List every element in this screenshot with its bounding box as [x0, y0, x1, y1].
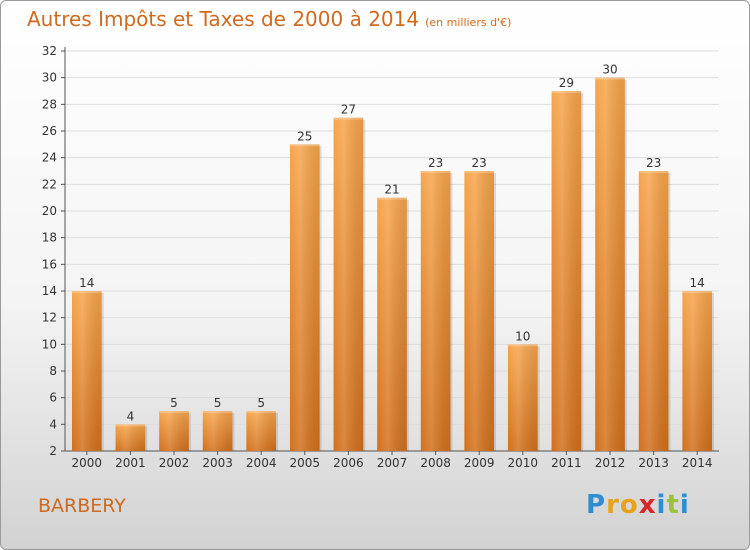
value-label: 4 [127, 409, 135, 423]
x-tick-label: 2005 [290, 456, 321, 470]
bar-top-highlight [682, 291, 713, 293]
value-label: 5 [170, 396, 178, 410]
value-label: 23 [472, 156, 487, 170]
bar-shine [638, 171, 669, 451]
y-tick-label: 2 [49, 444, 57, 458]
bar-shine [115, 424, 146, 451]
y-tick-label: 12 [42, 311, 57, 325]
bar-shine [246, 411, 277, 451]
bar-shine [464, 171, 495, 451]
x-tick-label: 2010 [508, 456, 539, 470]
logo-letter: o [619, 490, 639, 520]
y-tick-label: 8 [49, 364, 57, 378]
bar-shine [377, 197, 407, 451]
bar-top-highlight [115, 424, 146, 427]
place-name: BARBERY [38, 495, 126, 517]
logo-letter: P [586, 490, 607, 520]
bar-shine [420, 171, 451, 451]
bar-top-highlight [420, 171, 451, 173]
x-tick-label: 2000 [72, 456, 103, 470]
y-tick-label: 28 [42, 97, 57, 111]
value-label: 14 [79, 276, 94, 290]
logo-letter: r [606, 490, 620, 520]
y-tick-label: 6 [49, 391, 57, 405]
x-tick-label: 2007 [377, 456, 408, 470]
y-tick-label: 14 [42, 284, 57, 298]
bar-shine [71, 291, 102, 451]
value-label: 30 [602, 63, 617, 77]
bar-top-highlight [638, 171, 669, 173]
logo-letter: x [638, 490, 657, 520]
y-tick-label: 26 [42, 124, 57, 138]
bar-shine [159, 411, 189, 451]
value-label: 29 [559, 76, 574, 90]
x-tick-label: 2003 [202, 456, 233, 470]
x-tick-label: 2011 [551, 456, 582, 470]
value-label: 14 [690, 276, 705, 290]
bar-top-highlight [377, 197, 407, 200]
value-label: 23 [646, 156, 661, 170]
y-tick-label: 22 [42, 177, 57, 191]
x-tick-label: 2012 [595, 456, 626, 470]
label-layer: 14 2000 4 2001 5 2002 5 2003 5 2004 25 2005 27 2006 21… [72, 63, 713, 470]
bar-top-highlight [289, 144, 320, 147]
y-tick-label: 18 [42, 231, 57, 245]
y-tick-label: 32 [42, 44, 57, 58]
y-tick-label: 10 [42, 337, 57, 351]
x-tick-label: 2002 [159, 456, 190, 470]
bar-top-highlight [159, 411, 189, 413]
y-tick-label: 30 [42, 71, 57, 85]
bar-top-highlight [551, 91, 582, 93]
bar-shine [551, 91, 582, 451]
bar-top-highlight [333, 117, 364, 120]
logo-letter: t [666, 490, 680, 520]
chart-title: Autres Impôts et Taxes de 2000 à 2014 (en… [27, 7, 511, 31]
proxiti-logo: Proxiti [586, 490, 690, 520]
value-label: 27 [341, 103, 356, 117]
bar-top-highlight [202, 411, 233, 413]
logo-letter: i [656, 490, 667, 520]
bar-shine [333, 117, 364, 452]
value-label: 5 [214, 396, 222, 410]
bar-top-highlight [507, 344, 538, 347]
x-tick-label: 2013 [638, 456, 669, 470]
x-tick-label: 2009 [464, 456, 495, 470]
bar-shine [202, 411, 233, 451]
x-tick-label: 2006 [333, 456, 364, 470]
bar-top-highlight [71, 291, 102, 293]
x-tick-label: 2001 [115, 456, 146, 470]
value-label: 5 [257, 396, 265, 410]
bar-shine [507, 344, 538, 451]
x-tick-label: 2004 [246, 456, 277, 470]
bar-shine [595, 77, 625, 452]
y-tick-label: 24 [42, 151, 57, 165]
chart-subtitle: (en milliers d'€) [425, 16, 512, 29]
value-label: 25 [297, 129, 312, 143]
value-label: 10 [515, 329, 530, 343]
bar-shine [289, 144, 320, 452]
y-tick-label: 4 [49, 417, 57, 431]
logo-letter: i [679, 490, 690, 520]
bar-top-highlight [246, 411, 277, 413]
bar-top-highlight [595, 77, 625, 80]
x-tick-label: 2014 [682, 456, 713, 470]
y-tick-label: 16 [42, 257, 57, 271]
bar-layer [71, 77, 715, 452]
bar-shine [682, 291, 713, 451]
x-tick-label: 2008 [420, 456, 451, 470]
value-label: 21 [384, 183, 399, 197]
y-tick-label: 20 [42, 204, 57, 218]
bar-top-highlight [464, 171, 495, 173]
value-label: 23 [428, 156, 443, 170]
chart-title-text: Autres Impôts et Taxes de 2000 à 2014 [27, 7, 420, 31]
